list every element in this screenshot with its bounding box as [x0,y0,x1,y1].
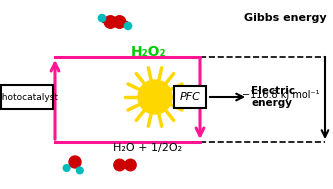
FancyBboxPatch shape [1,85,53,109]
Text: H₂O₂: H₂O₂ [130,45,166,59]
FancyBboxPatch shape [174,86,206,108]
Text: H₂O + 1/2O₂: H₂O + 1/2O₂ [114,143,182,153]
Text: Electric
energy: Electric energy [251,86,295,108]
Text: photocatalyst: photocatalyst [0,92,58,101]
Text: Gibbs energy: Gibbs energy [244,13,326,23]
Circle shape [138,80,172,114]
Text: PFC: PFC [179,92,200,102]
Circle shape [98,15,106,22]
Circle shape [124,22,132,29]
Circle shape [77,167,83,174]
Circle shape [104,16,117,28]
Circle shape [125,159,136,171]
Circle shape [69,156,81,168]
Circle shape [63,165,70,171]
Circle shape [114,159,125,171]
Circle shape [113,16,126,28]
Text: −116.8 kJ mol⁻¹: −116.8 kJ mol⁻¹ [242,90,320,99]
